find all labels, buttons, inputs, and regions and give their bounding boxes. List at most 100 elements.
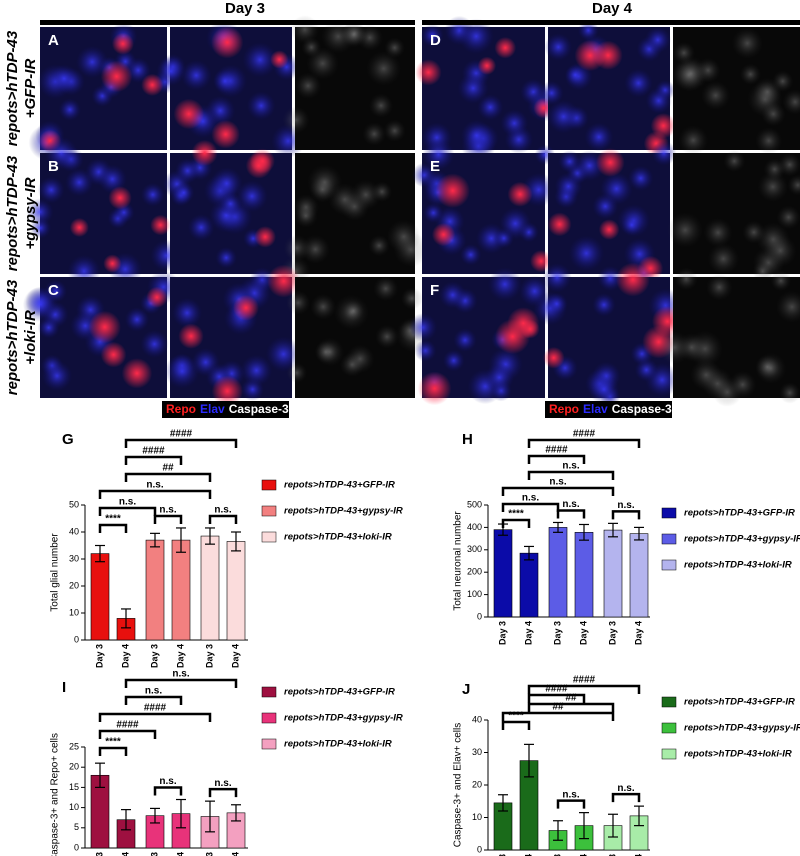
legend-swatch (261, 738, 277, 750)
nucleus (383, 119, 406, 142)
y-axis-label: Total glial number (50, 533, 61, 612)
y-tick-label: 20 (472, 779, 482, 789)
nucleus (22, 286, 58, 323)
y-tick-label: 25 (69, 741, 79, 751)
y-tick-label: 300 (467, 544, 482, 554)
y-tick-label: 100 (467, 589, 482, 599)
glia (69, 217, 89, 238)
significance-label: #### (573, 429, 596, 440)
legend-label: repots>hTDP-43+gypsy-IR (684, 723, 800, 734)
significance-label: n.s. (549, 477, 566, 488)
legend-swatch (661, 696, 677, 708)
row-label: repots>hTDP-43 (4, 30, 21, 146)
bar (574, 532, 594, 618)
nucleus (457, 72, 489, 104)
nucleus (400, 287, 423, 310)
legend-swatch (661, 748, 677, 760)
nucleus (628, 165, 654, 192)
nucleus (156, 56, 186, 86)
x-tick-label: Day 4 (578, 854, 588, 856)
significance-bracket (611, 792, 641, 803)
bar (603, 529, 623, 618)
nucleus (477, 94, 504, 121)
x-tick-label: Day 4 (120, 852, 130, 856)
nucleus (667, 212, 703, 248)
significance-bracket (556, 799, 586, 809)
glia (494, 36, 517, 59)
glia (270, 50, 289, 69)
glia (507, 307, 540, 340)
glia (431, 222, 456, 247)
y-tick-label: 400 (467, 522, 482, 532)
nucleus (772, 70, 794, 92)
significance-label: **** (105, 737, 121, 748)
nucleus (645, 87, 672, 114)
nucleus (307, 164, 343, 200)
panel-letter: G (62, 431, 74, 448)
bar (145, 539, 165, 641)
nucleus (362, 122, 387, 146)
glia (100, 60, 133, 93)
significance-label: ## (565, 693, 577, 704)
nucleus (500, 109, 529, 138)
channel-legend: Repo (166, 402, 196, 416)
legend-swatch (261, 505, 277, 517)
nucleus (180, 59, 212, 91)
glia (103, 254, 122, 273)
y-tick-label: 200 (467, 567, 482, 577)
nucleus (690, 358, 723, 391)
glia (593, 40, 623, 70)
significance-label: n.s. (146, 480, 163, 491)
glia (595, 148, 625, 177)
legend-swatch (261, 531, 277, 543)
significance-bracket (527, 684, 641, 694)
nucleus (65, 168, 94, 197)
channel-legend-bg (162, 401, 289, 418)
nucleus (755, 127, 783, 155)
glia (530, 250, 553, 273)
y-tick-label: 10 (69, 802, 79, 812)
nucleus (779, 382, 800, 404)
nucleus (458, 18, 494, 55)
significance-label: n.s. (214, 505, 231, 516)
legend-label: repots>hTDP-43+loki-IR (284, 739, 392, 750)
y-tick-label: 40 (69, 526, 79, 536)
legend-swatch (661, 533, 677, 545)
significance-label: n.s. (617, 783, 634, 794)
nucleus (187, 213, 215, 241)
significance-label: n.s. (617, 500, 634, 511)
day-header: Day 4 (592, 0, 633, 17)
nucleus (442, 349, 465, 372)
nucleus (236, 180, 268, 213)
panel-letter: A (48, 32, 59, 49)
nucleus (164, 353, 200, 389)
significance-label: n.s. (562, 789, 579, 800)
legend-swatch (661, 559, 677, 571)
glia (141, 73, 164, 97)
nucleus (366, 51, 402, 86)
legend-label: repots>hTDP-43+loki-IR (284, 532, 392, 543)
channel-legend-bg (545, 401, 672, 418)
channel-legend: Caspase-3 (229, 402, 289, 416)
glia (111, 32, 134, 55)
bar (519, 552, 539, 618)
nucleus (310, 293, 337, 320)
nucleus (577, 19, 599, 41)
glia (146, 286, 168, 308)
significance-bracket (527, 470, 615, 480)
bar (90, 553, 110, 641)
nucleus (44, 136, 78, 171)
x-tick-label: Day 3 (552, 854, 562, 856)
significance-label: #### (573, 675, 596, 686)
significance-bracket (527, 454, 586, 464)
nucleus (140, 182, 165, 207)
nucleus (775, 290, 800, 323)
glia (435, 173, 471, 209)
nucleus (240, 354, 273, 387)
nucleus (787, 174, 800, 196)
glia (615, 262, 650, 297)
significance-bracket (501, 486, 615, 496)
x-tick-label: Day 3 (94, 852, 104, 856)
nucleus (294, 72, 322, 100)
nucleus (300, 234, 330, 264)
